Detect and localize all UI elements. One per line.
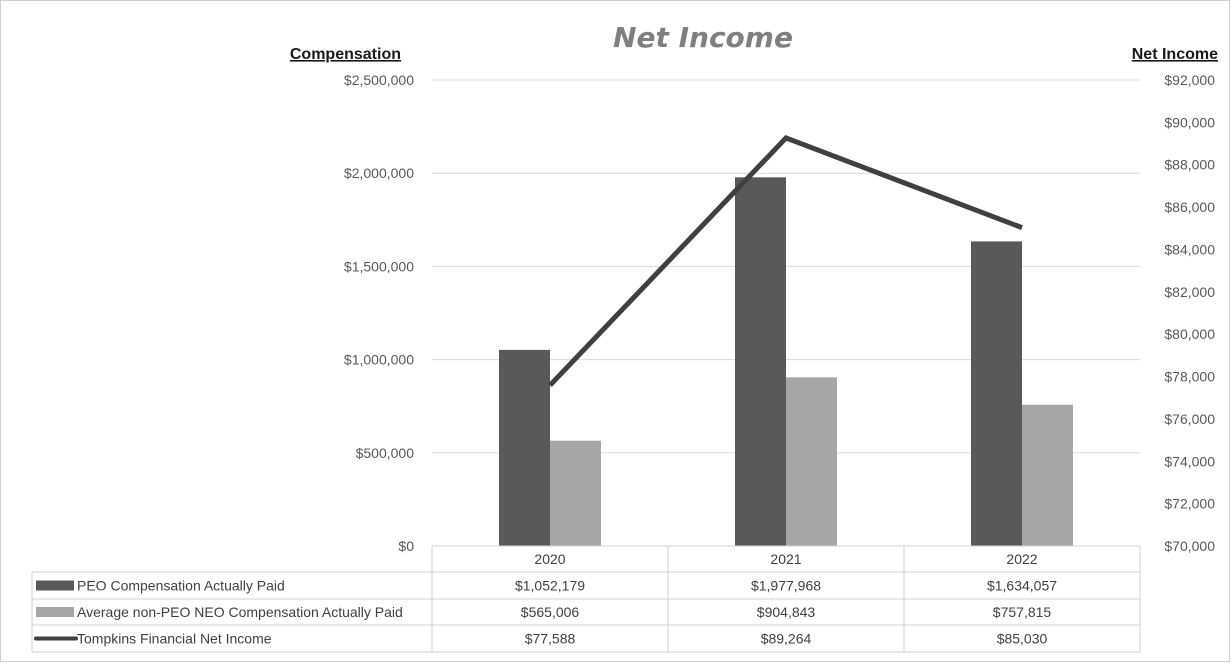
- legend-key: [36, 580, 74, 591]
- legend-label: Average non-PEO NEO Compensation Actuall…: [77, 604, 403, 620]
- right-axis-tick-label: $74,000: [1164, 453, 1215, 469]
- data-table-value: $1,977,968: [751, 578, 821, 594]
- bar: [735, 177, 786, 546]
- legend-key: [36, 607, 74, 617]
- right-axis-tick-label: $88,000: [1164, 157, 1215, 173]
- data-table-value: $85,030: [997, 631, 1048, 647]
- right-axis-title: Net Income: [1132, 46, 1218, 63]
- data-table-value: $904,843: [757, 604, 816, 620]
- bar: [499, 349, 550, 546]
- data-table-value: $89,264: [761, 631, 812, 647]
- left-axis-tick-label: $0: [398, 538, 414, 554]
- right-axis-tick-label: $82,000: [1164, 284, 1215, 300]
- bar: [1022, 404, 1073, 546]
- left-axis-title: Compensation: [290, 46, 401, 63]
- net-income-line: [548, 135, 1023, 387]
- right-axis-tick-label: $90,000: [1164, 114, 1215, 130]
- right-axis-tick-label: $78,000: [1164, 369, 1215, 385]
- x-axis-tick-label: 2022: [1006, 551, 1037, 567]
- left-axis-tick-label: $500,000: [356, 445, 415, 461]
- right-axis-tick-label: $76,000: [1164, 411, 1215, 427]
- legend-label: Tompkins Financial Net Income: [77, 631, 272, 647]
- left-axis-tick-label: $1,500,000: [344, 258, 414, 274]
- right-axis-tick-label: $80,000: [1164, 326, 1215, 342]
- right-axis-tick-label: $70,000: [1164, 538, 1215, 554]
- bar: [971, 241, 1022, 546]
- legend-label: PEO Compensation Actually Paid: [77, 578, 285, 594]
- data-table-value: $1,052,179: [515, 578, 585, 594]
- left-axis-tick-label: $1,000,000: [344, 352, 414, 368]
- data-table-value: $757,815: [993, 604, 1052, 620]
- x-axis-tick-label: 2021: [770, 551, 801, 567]
- data-table-value: $1,634,057: [987, 578, 1057, 594]
- chart-title: Net Income: [613, 21, 793, 54]
- x-axis-tick-label: 2020: [534, 551, 565, 567]
- data-table-value: $565,006: [521, 604, 580, 620]
- data-table-value: $77,588: [525, 631, 576, 647]
- right-axis-tick-label: $84,000: [1164, 241, 1215, 257]
- left-axis-tick-label: $2,000,000: [344, 165, 414, 181]
- bar: [550, 440, 601, 546]
- right-axis-tick-label: $92,000: [1164, 72, 1215, 88]
- right-axis-tick-label: $72,000: [1164, 496, 1215, 512]
- bar: [786, 377, 837, 546]
- left-axis-tick-label: $2,500,000: [344, 72, 414, 88]
- right-axis-tick-label: $86,000: [1164, 199, 1215, 215]
